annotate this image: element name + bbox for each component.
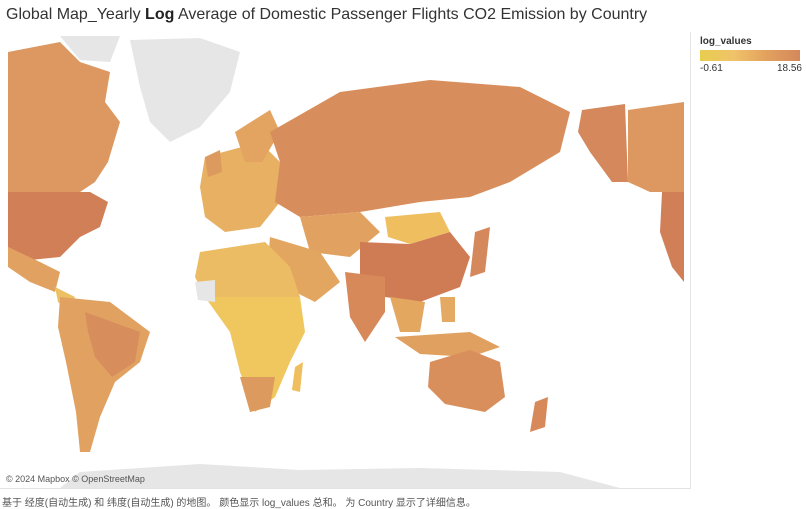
- new-zealand[interactable]: [530, 397, 548, 432]
- legend-min: -0.61: [700, 63, 723, 74]
- alaska[interactable]: [578, 104, 628, 182]
- philippines[interactable]: [440, 297, 455, 322]
- mexico[interactable]: [8, 247, 60, 292]
- legend-gradient: [700, 50, 800, 61]
- australia[interactable]: [428, 350, 505, 412]
- russia[interactable]: [270, 80, 570, 217]
- north-africa[interactable]: [195, 242, 300, 307]
- south-africa[interactable]: [240, 377, 275, 412]
- china[interactable]: [360, 232, 470, 302]
- southeast-asia[interactable]: [390, 297, 425, 332]
- map-canvas[interactable]: [0, 32, 690, 488]
- uk-iceland[interactable]: [205, 150, 222, 177]
- legend-max: 18.56: [776, 63, 802, 74]
- usa[interactable]: [8, 192, 108, 260]
- title-suffix: Average of Domestic Passenger Flights CO…: [174, 6, 648, 23]
- brazil[interactable]: [85, 312, 140, 377]
- usa-west[interactable]: [660, 192, 684, 282]
- legend-title: log_values: [700, 36, 752, 47]
- map-caption: 基于 经度(自动生成) 和 纬度(自动生成) 的地图。 颜色显示 log_val…: [2, 498, 476, 509]
- canada[interactable]: [8, 42, 120, 192]
- indonesia[interactable]: [395, 332, 500, 357]
- title-bold: Log: [145, 6, 175, 23]
- greenland[interactable]: [130, 38, 240, 142]
- antarctica[interactable]: [60, 464, 620, 488]
- canada-east[interactable]: [628, 102, 684, 192]
- chart-title: Global Map_Yearly Log Average of Domesti…: [6, 6, 647, 24]
- sub-saharan-africa[interactable]: [205, 297, 305, 412]
- arctic-islands[interactable]: [60, 36, 120, 62]
- world-map[interactable]: © 2024 Mapbox © OpenStreetMap: [0, 32, 691, 489]
- mongolia[interactable]: [385, 212, 450, 244]
- madagascar[interactable]: [292, 362, 303, 392]
- west-africa-nodata[interactable]: [195, 280, 215, 302]
- map-attribution: © 2024 Mapbox © OpenStreetMap: [6, 474, 145, 484]
- japan[interactable]: [470, 227, 490, 277]
- india[interactable]: [345, 272, 385, 342]
- scandinavia[interactable]: [235, 110, 280, 162]
- legend-labels: -0.61 18.56: [700, 63, 802, 74]
- color-legend: log_values -0.61 18.56: [700, 36, 804, 74]
- title-prefix: Global Map_Yearly: [6, 6, 146, 23]
